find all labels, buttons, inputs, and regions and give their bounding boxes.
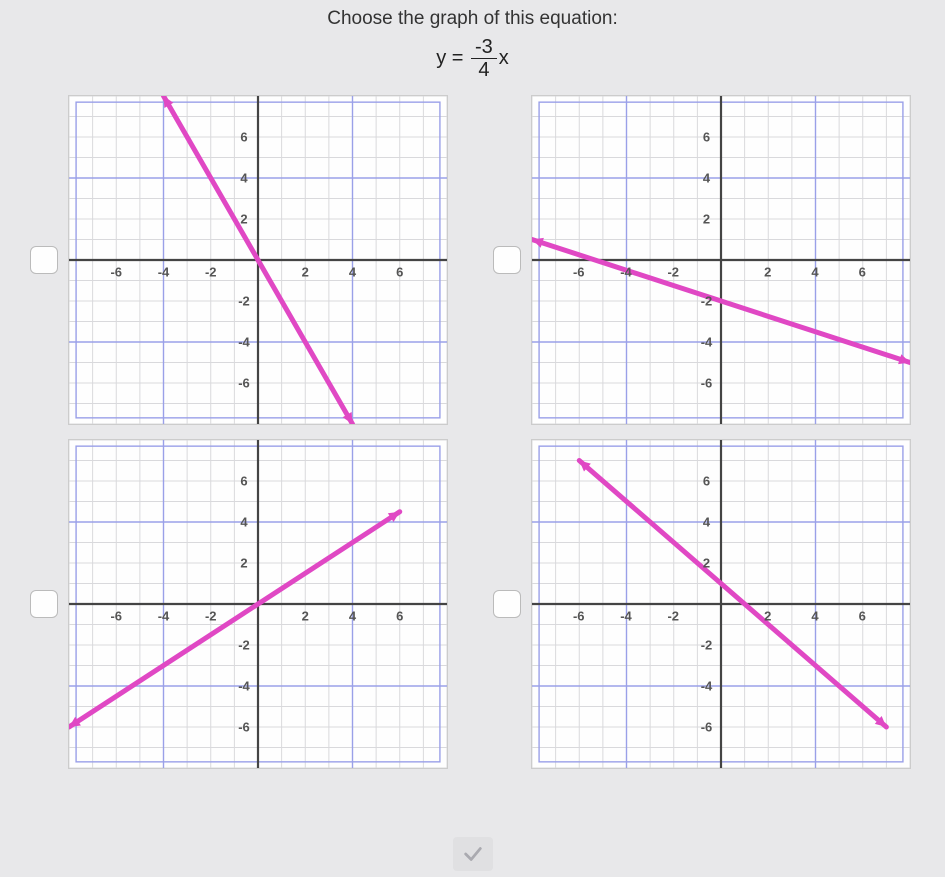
graph-a[interactable]: -6-6-4-4-2-2224466	[68, 95, 448, 425]
checkbox-c[interactable]	[30, 590, 58, 618]
prompt-text: Choose the graph of this equation:	[0, 8, 945, 30]
option-d: -6-6-4-4-2-2224466	[493, 439, 916, 769]
eq-fraction: -3 4	[471, 36, 497, 81]
check-icon	[462, 843, 484, 865]
eq-denominator: 4	[471, 59, 497, 81]
options-grid: -6-6-4-4-2-2224466 -6-6-4-4-2-2224466 -6…	[0, 95, 945, 769]
option-a: -6-6-4-4-2-2224466	[30, 95, 453, 425]
option-b: -6-6-4-4-2-2224466	[493, 95, 916, 425]
submit-button[interactable]	[453, 837, 493, 871]
graph-d[interactable]: -6-6-4-4-2-2224466	[531, 439, 911, 769]
graph-b[interactable]: -6-6-4-4-2-2224466	[531, 95, 911, 425]
checkbox-a[interactable]	[30, 246, 58, 274]
eq-rhs: x	[499, 47, 509, 69]
equation: y = -3 4 x	[0, 36, 945, 81]
option-c: -6-6-4-4-2-2224466	[30, 439, 453, 769]
checkbox-b[interactable]	[493, 246, 521, 274]
checkbox-d[interactable]	[493, 590, 521, 618]
eq-lhs: y =	[436, 47, 463, 69]
eq-numerator: -3	[471, 36, 497, 59]
graph-c[interactable]: -6-6-4-4-2-2224466	[68, 439, 448, 769]
